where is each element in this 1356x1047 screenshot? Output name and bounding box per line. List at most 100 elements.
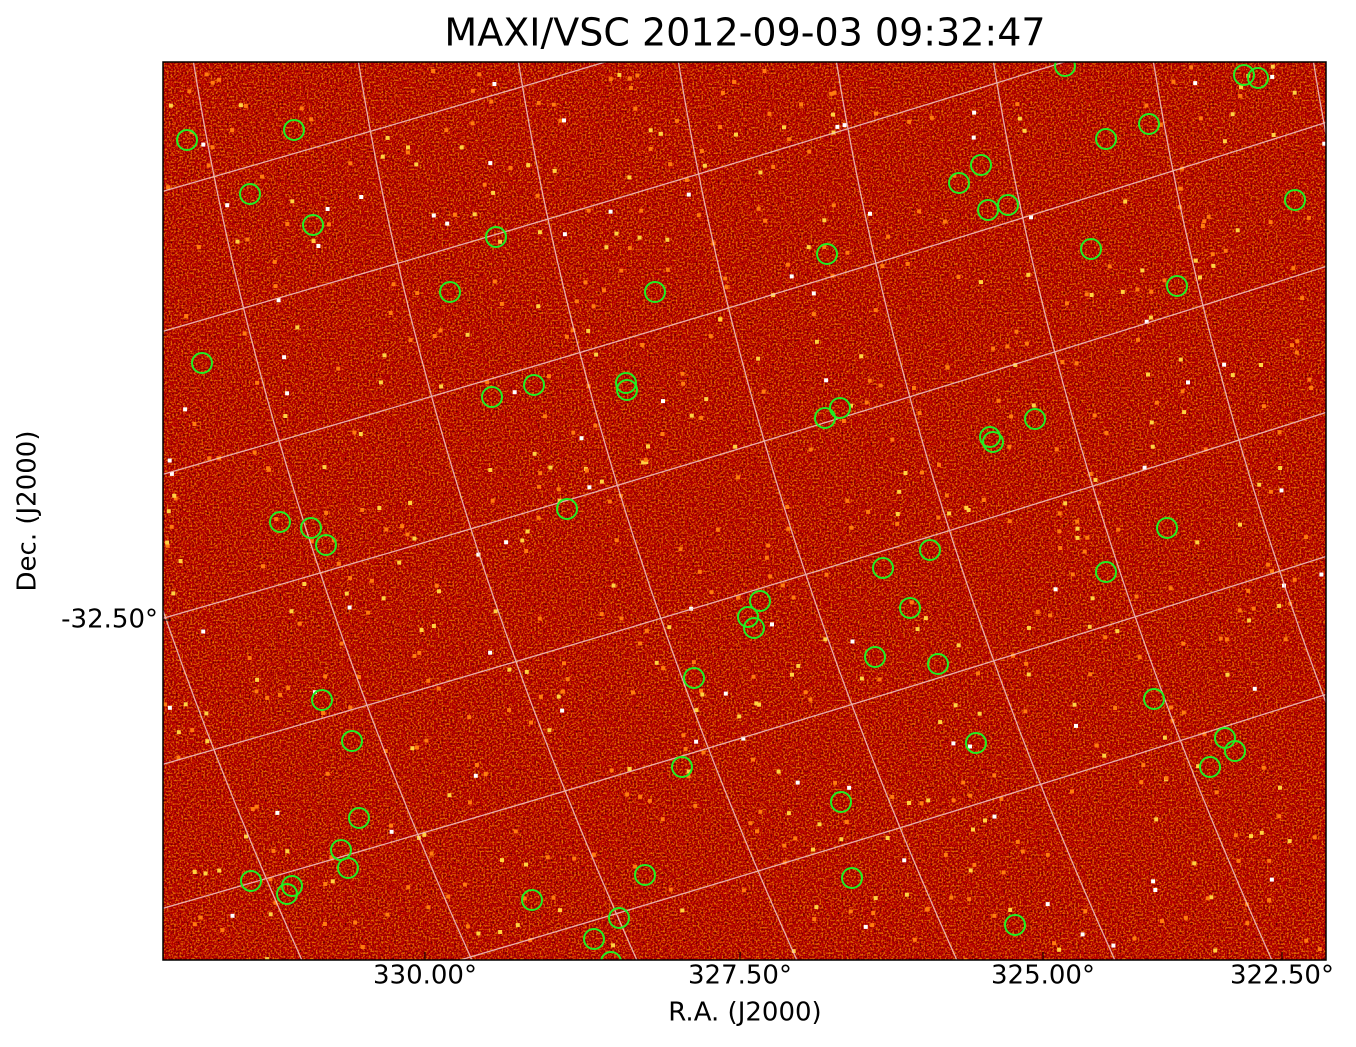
source-circle (872, 557, 894, 579)
bright-pixel (391, 282, 396, 287)
bright-pixel (1198, 275, 1202, 280)
image-noise (163, 62, 1326, 960)
source-circle (997, 194, 1019, 216)
bright-pixel (868, 211, 872, 216)
plot-frame (162, 61, 1327, 961)
bright-pixel (1057, 511, 1062, 516)
bright-pixel (173, 496, 178, 501)
bright-pixel (526, 163, 531, 168)
bright-pixel (646, 444, 650, 449)
bright-pixel (1196, 764, 1201, 769)
source-circle (1284, 189, 1306, 211)
bright-pixel (168, 103, 173, 108)
bright-pixel (741, 736, 746, 741)
bright-pixel (438, 328, 443, 333)
bright-pixel (1094, 743, 1099, 748)
bright-pixel (660, 432, 665, 436)
source-circle (176, 129, 198, 151)
source-circle (523, 374, 545, 396)
bright-pixel (1075, 526, 1080, 531)
bright-pixel (473, 773, 478, 778)
bright-pixel (1008, 908, 1013, 912)
bright-pixel (1139, 780, 1144, 785)
source-circle (315, 534, 337, 556)
bright-pixel (1045, 852, 1050, 857)
bright-pixel (1182, 410, 1187, 415)
bright-pixel (165, 543, 170, 548)
bright-pixel (681, 733, 686, 738)
bright-pixel (785, 262, 790, 267)
bright-pixel (309, 117, 314, 122)
bright-pixel (389, 823, 394, 828)
bright-pixel (1149, 289, 1154, 294)
bright-pixel (919, 801, 924, 806)
bright-pixel (658, 131, 663, 136)
bright-pixel (1181, 641, 1186, 646)
bright-pixel (599, 612, 604, 617)
bright-pixel (268, 912, 273, 917)
bright-pixel (866, 509, 871, 514)
bright-pixel (971, 827, 975, 832)
bright-pixel (1238, 522, 1242, 527)
bright-pixel (715, 527, 720, 532)
bright-pixel (586, 328, 591, 333)
bright-pixel (829, 91, 834, 96)
source-markers (176, 62, 1306, 960)
bright-pixel (697, 569, 702, 574)
bright-pixel (352, 430, 357, 435)
bright-pixel (1015, 839, 1020, 844)
bright-pixel (1237, 608, 1242, 613)
bright-pixel (245, 237, 250, 242)
bright-pixel (905, 261, 910, 266)
bright-pixel (833, 780, 838, 785)
source-circle (1138, 113, 1160, 135)
bright-pixel (1154, 400, 1159, 405)
bright-pixel (593, 423, 598, 428)
bright-pixel (817, 822, 822, 827)
bright-pixel (751, 674, 756, 679)
bright-pixel (803, 690, 808, 695)
bright-pixel (183, 407, 188, 412)
bright-pixel (586, 208, 591, 213)
source-circle (1233, 64, 1255, 86)
bright-pixel (1084, 292, 1089, 297)
bright-pixel (633, 864, 638, 869)
bright-pixel (321, 711, 326, 715)
bright-pixel (536, 100, 541, 105)
bright-pixel (1141, 763, 1146, 768)
bright-pixel (166, 509, 171, 514)
bright-pixel (217, 868, 222, 873)
bright-pixel (1009, 414, 1014, 419)
bright-pixel (847, 785, 852, 790)
source-circle (982, 431, 1004, 453)
bright-pixel (570, 328, 575, 333)
bright-pixels (163, 64, 1326, 960)
bright-pixel (680, 908, 685, 913)
x-tick-label: 327.50° (688, 961, 792, 991)
bright-pixel (1306, 215, 1311, 220)
bright-pixel (1023, 709, 1028, 714)
bright-pixel (562, 661, 566, 666)
source-circle (1247, 67, 1269, 89)
bright-pixel (667, 625, 672, 630)
bright-pixel (641, 460, 646, 465)
bright-pixel (536, 304, 541, 309)
bright-pixel (952, 173, 957, 178)
bright-pixel (1144, 103, 1149, 108)
bright-pixel (689, 413, 694, 418)
bright-pixel (406, 885, 411, 890)
bright-pixel (562, 232, 567, 237)
bright-pixel (1180, 389, 1185, 394)
bright-pixel (943, 852, 948, 857)
bright-pixel (369, 578, 374, 583)
bright-pixel (638, 641, 642, 646)
bright-pixel (660, 817, 665, 822)
bright-pixel (949, 895, 954, 900)
bright-pixel (507, 667, 512, 672)
source-circle (337, 857, 359, 879)
bright-pixel (406, 145, 410, 150)
bright-pixel (1001, 870, 1006, 875)
bright-pixel (961, 780, 966, 785)
bright-pixel (968, 744, 972, 749)
